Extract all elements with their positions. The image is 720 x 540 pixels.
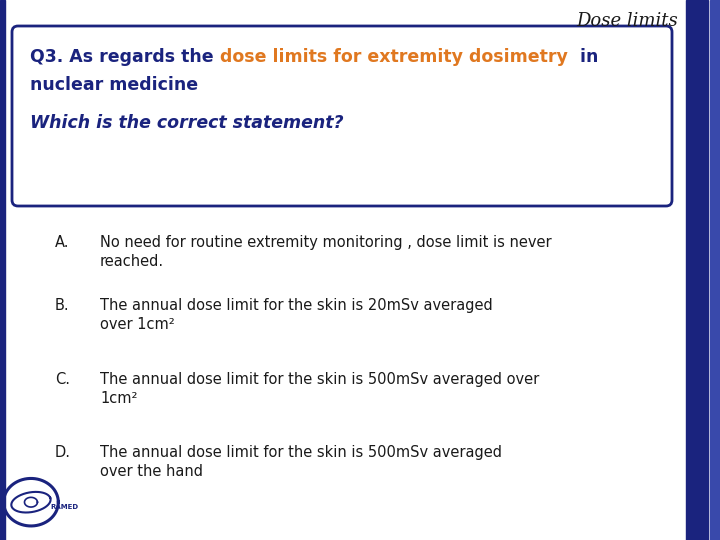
Text: dose limits for extremity dosimetry: dose limits for extremity dosimetry (220, 48, 567, 66)
Text: 1cm²: 1cm² (100, 391, 138, 406)
Text: reached.: reached. (100, 254, 164, 269)
Text: C.: C. (55, 372, 70, 387)
Text: The annual dose limit for the skin is 500mSv averaged: The annual dose limit for the skin is 50… (100, 445, 502, 460)
Text: Q3. As regards the: Q3. As regards the (30, 48, 220, 66)
Text: No need for routine extremity monitoring , dose limit is never: No need for routine extremity monitoring… (100, 235, 552, 250)
Text: over 1cm²: over 1cm² (100, 317, 175, 332)
FancyBboxPatch shape (12, 26, 672, 206)
Bar (710, 0, 720, 540)
Text: A.: A. (55, 235, 70, 250)
Text: The annual dose limit for the skin is 20mSv averaged: The annual dose limit for the skin is 20… (100, 298, 492, 313)
Text: nuclear medicine: nuclear medicine (30, 76, 198, 94)
Text: Dose limits: Dose limits (576, 12, 678, 30)
Text: The annual dose limit for the skin is 500mSv averaged over: The annual dose limit for the skin is 50… (100, 372, 539, 387)
Text: D.: D. (55, 445, 71, 460)
Text: over the hand: over the hand (100, 464, 203, 479)
Text: in: in (567, 48, 598, 66)
Text: RAMED: RAMED (50, 503, 78, 510)
Bar (0, 0, 5, 540)
Bar (686, 0, 708, 540)
Text: B.: B. (55, 298, 70, 313)
Text: Which is the correct statement?: Which is the correct statement? (30, 114, 343, 132)
